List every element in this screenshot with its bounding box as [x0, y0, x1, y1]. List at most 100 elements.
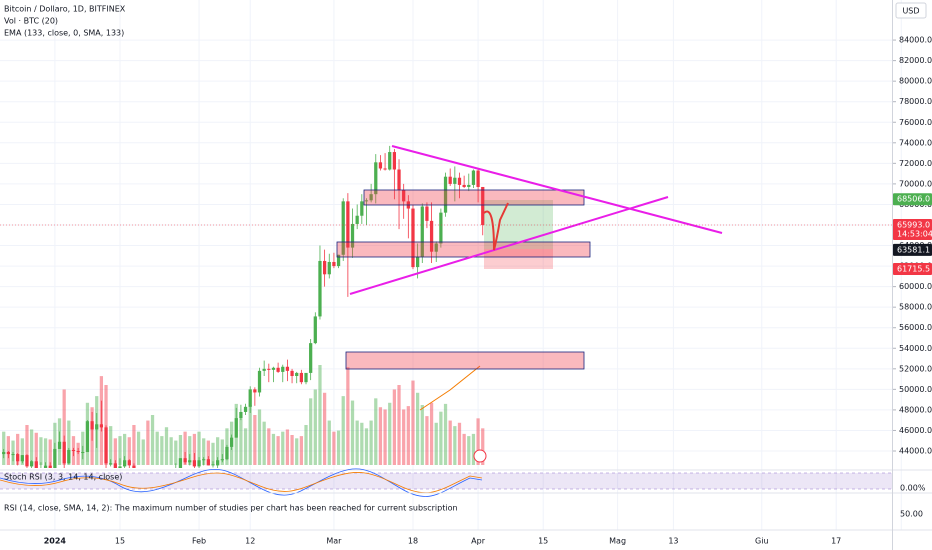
volume-bar	[6, 436, 10, 465]
volume-bar	[453, 426, 457, 465]
candle-body	[318, 260, 322, 317]
candle-body	[448, 176, 452, 184]
candle-body	[471, 170, 476, 185]
candle-body	[192, 460, 197, 467]
volume-bar	[318, 365, 322, 465]
event-icon[interactable]	[473, 449, 487, 463]
candle-body	[341, 201, 345, 255]
volume-bar	[420, 405, 424, 465]
candle-body	[206, 459, 210, 466]
candle-body	[104, 427, 108, 464]
volume-bar	[220, 439, 224, 465]
candle-body	[383, 168, 387, 170]
y-tick-label: 52000.0	[899, 364, 932, 373]
volume-bar	[416, 392, 420, 465]
volume-bar	[392, 389, 397, 465]
candle-body	[290, 370, 294, 377]
candle-body	[411, 208, 415, 268]
volume-bar	[43, 438, 48, 465]
currency: USD	[902, 7, 919, 16]
volume-bar	[183, 431, 187, 465]
volume-bar	[374, 398, 378, 465]
ema-line	[419, 365, 481, 411]
candle-body	[434, 243, 438, 252]
zone-box	[345, 351, 585, 370]
candle-body	[271, 367, 276, 370]
zone-box	[363, 189, 585, 206]
x-tick-label: 17	[831, 537, 841, 546]
y-tick-label: 46000.0	[899, 426, 932, 435]
candle-body	[34, 461, 38, 468]
y-tick-label: 44000.0	[899, 447, 932, 456]
volume-bar	[439, 411, 443, 465]
candle-body	[127, 460, 131, 466]
stoch-axis-label: 0.00%	[900, 484, 926, 493]
volume-bar	[304, 425, 308, 465]
volume-bar	[150, 415, 155, 465]
volume-bar	[257, 409, 262, 465]
volume-bar	[118, 436, 122, 465]
y-tick-label: 54000.0	[899, 344, 932, 353]
candle-body	[439, 212, 443, 244]
candle-body	[123, 460, 127, 467]
candle-body	[211, 464, 215, 466]
x-tick-label: 15	[538, 537, 548, 546]
y-tick-label: 58000.0	[899, 303, 932, 312]
candle-body	[443, 176, 448, 213]
volume-bar	[136, 431, 141, 465]
volume-bar	[216, 437, 220, 465]
volume-bar	[169, 437, 173, 465]
volume-bar	[295, 438, 299, 465]
price-tag-label: 68506.0	[897, 195, 930, 204]
y-tick-label: 56000.0	[899, 323, 932, 332]
candle-body	[304, 372, 308, 383]
price-tag-label: 61715.5	[897, 265, 930, 274]
y-tick-label: 78000.0	[899, 97, 932, 106]
indicator-label: Stoch RSI (3, 3, 14, 14, close)	[4, 473, 122, 482]
price-tag-label: 63581.1	[897, 245, 930, 254]
volume-bar	[457, 422, 462, 465]
volume-bar	[104, 385, 108, 465]
volume-bar	[355, 420, 359, 465]
volume-bar	[206, 440, 210, 465]
x-tick-label: 18	[408, 537, 418, 546]
candle-body	[429, 220, 434, 252]
candle-body	[313, 316, 317, 344]
candle-body	[346, 201, 350, 248]
volume-bar	[471, 433, 476, 465]
volume-bar	[202, 438, 206, 465]
volume-bar	[25, 425, 29, 465]
candle-body	[53, 448, 57, 468]
volume-bar	[350, 400, 355, 465]
candle-body	[151, 493, 154, 497]
price-tag	[893, 243, 932, 256]
volume-bar	[197, 431, 201, 465]
candle-body	[25, 455, 29, 467]
y-tick-label: 76000.0	[899, 118, 932, 127]
volume-bar	[155, 431, 159, 465]
candle-body	[229, 437, 234, 447]
volume-bar	[462, 433, 466, 465]
volume-bar	[378, 407, 383, 465]
candle-body	[67, 449, 71, 464]
candle-body	[216, 460, 220, 466]
volume-bar	[62, 389, 66, 465]
hand-drawing	[483, 202, 509, 251]
volume-bar	[276, 436, 280, 465]
countdown: 14:53:04	[897, 230, 932, 239]
candle-body	[397, 169, 401, 191]
candle-body	[467, 184, 471, 187]
candle-body	[378, 162, 383, 169]
volume-bar	[39, 437, 43, 465]
stoch-band	[0, 473, 892, 489]
x-tick-label: Apr	[471, 537, 486, 546]
rsi-axis-label: 50.00	[900, 510, 923, 519]
candle-body	[481, 186, 485, 226]
volume-bar	[360, 422, 364, 465]
candle-body	[360, 201, 364, 216]
volume-bar	[341, 396, 345, 465]
price-tag-label: 65993.0	[897, 221, 930, 230]
currency-box[interactable]	[895, 2, 927, 19]
candle-body	[350, 223, 355, 248]
